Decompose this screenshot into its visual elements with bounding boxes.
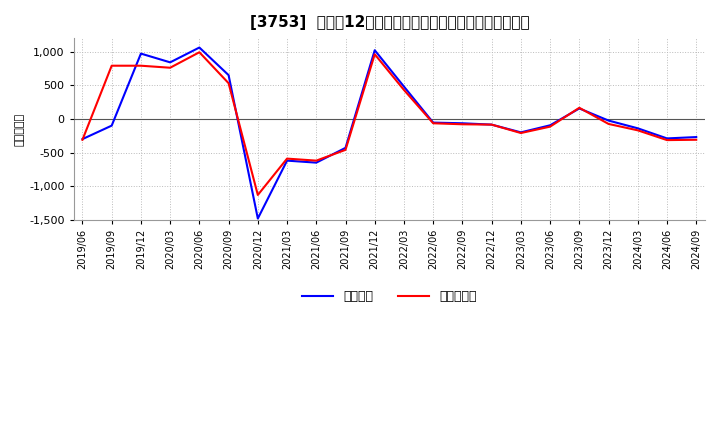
当期純利益 [634, 128, 642, 133]
当期純利益 [166, 65, 174, 70]
経常利益 [575, 106, 584, 111]
Legend: 経常利益, 当期純利益: 経常利益, 当期純利益 [297, 285, 482, 308]
当期純利益 [662, 137, 671, 143]
経常利益 [429, 120, 438, 125]
当期純利益 [400, 87, 408, 92]
経常利益 [253, 216, 262, 221]
経常利益 [458, 121, 467, 126]
Line: 当期純利益: 当期純利益 [83, 52, 696, 195]
当期純利益 [487, 122, 496, 127]
経常利益 [370, 48, 379, 53]
当期純利益 [283, 156, 292, 161]
当期純利益 [137, 63, 145, 68]
当期純利益 [429, 121, 438, 126]
当期純利益 [692, 137, 701, 143]
当期純利益 [458, 121, 467, 127]
経常利益 [195, 45, 204, 50]
当期純利益 [312, 158, 320, 163]
経常利益 [78, 136, 87, 142]
経常利益 [634, 126, 642, 131]
当期純利益 [195, 50, 204, 55]
Y-axis label: （百万円）: （百万円） [15, 113, 25, 146]
当期純利益 [341, 147, 350, 153]
当期純利益 [253, 192, 262, 198]
当期純利益 [604, 121, 613, 127]
経常利益 [487, 122, 496, 127]
当期純利益 [575, 105, 584, 110]
当期純利益 [516, 130, 525, 136]
経常利益 [341, 145, 350, 150]
経常利益 [166, 60, 174, 65]
経常利益 [224, 73, 233, 78]
Title: [3753]  利益だ12か月移動合計の対前年同期増減額の推移: [3753] 利益だ12か月移動合計の対前年同期増減額の推移 [250, 15, 529, 30]
経常利益 [400, 84, 408, 89]
経常利益 [107, 123, 116, 128]
当期純利益 [370, 51, 379, 57]
Line: 経常利益: 経常利益 [83, 48, 696, 219]
経常利益 [546, 123, 554, 128]
経常利益 [604, 118, 613, 123]
経常利益 [312, 160, 320, 165]
当期純利益 [224, 81, 233, 86]
当期純利益 [546, 124, 554, 129]
経常利益 [516, 130, 525, 135]
当期純利益 [107, 63, 116, 68]
経常利益 [283, 158, 292, 163]
当期純利益 [78, 137, 87, 143]
経常利益 [662, 136, 671, 141]
経常利益 [692, 135, 701, 140]
経常利益 [137, 51, 145, 56]
